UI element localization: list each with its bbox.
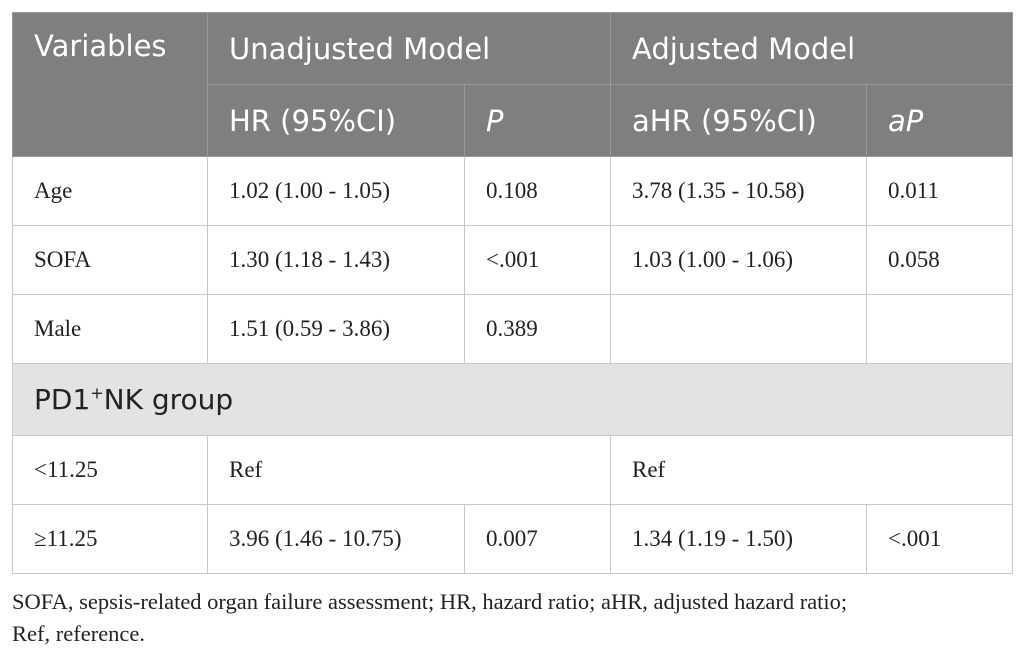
group-label-sup: + xyxy=(90,383,104,403)
group-label: NK group xyxy=(103,383,234,416)
cell: 1.34 (1.19 - 1.50) xyxy=(610,504,867,574)
cell: Ref xyxy=(207,435,611,505)
cell: 0.058 xyxy=(865,225,1014,295)
results-table: Variables Unadjusted Model Adjusted Mode… xyxy=(11,12,1014,574)
cell xyxy=(610,294,867,364)
cell: ≥11.25 xyxy=(12,504,208,574)
cell: Age xyxy=(12,156,208,226)
header-cell: Variables xyxy=(12,12,208,157)
header-cell: Unadjusted Model xyxy=(207,12,611,85)
cell: 0.108 xyxy=(464,156,611,226)
group-row: PD1+NK group xyxy=(11,363,1014,436)
cell: Male xyxy=(12,294,208,364)
cell: 1.51 (0.59 - 3.86) xyxy=(207,294,465,364)
header-cell: HR (95%CI) xyxy=(207,84,465,157)
group-label: PD1 xyxy=(34,383,91,416)
header-cell: Adjusted Model xyxy=(609,12,1014,85)
footnote: SOFA, sepsis-related organ failure asses… xyxy=(12,586,847,650)
cell: 3.78 (1.35 - 10.58) xyxy=(610,156,867,226)
cell: SOFA xyxy=(12,225,208,295)
footnote-line: Ref, reference. xyxy=(12,621,146,646)
cell: <.001 xyxy=(464,225,611,295)
cell: 1.02 (1.00 - 1.05) xyxy=(207,156,465,226)
cell xyxy=(865,294,1014,364)
cell: 3.96 (1.46 - 10.75) xyxy=(207,504,465,574)
header-cell: aP xyxy=(865,84,1014,157)
cell: <11.25 xyxy=(12,435,208,505)
cell: 0.011 xyxy=(865,156,1014,226)
cell: 1.30 (1.18 - 1.43) xyxy=(207,225,465,295)
cell: Ref xyxy=(609,435,1014,505)
header-cell: aHR (95%CI) xyxy=(610,84,867,157)
cell: 0.389 xyxy=(464,294,611,364)
header-cell: P xyxy=(464,84,611,157)
footnote-line: SOFA, sepsis-related organ failure asses… xyxy=(12,589,848,614)
cell: 1.03 (1.00 - 1.06) xyxy=(610,225,867,295)
cell: 0.007 xyxy=(464,504,611,574)
cell: <.001 xyxy=(865,504,1014,574)
